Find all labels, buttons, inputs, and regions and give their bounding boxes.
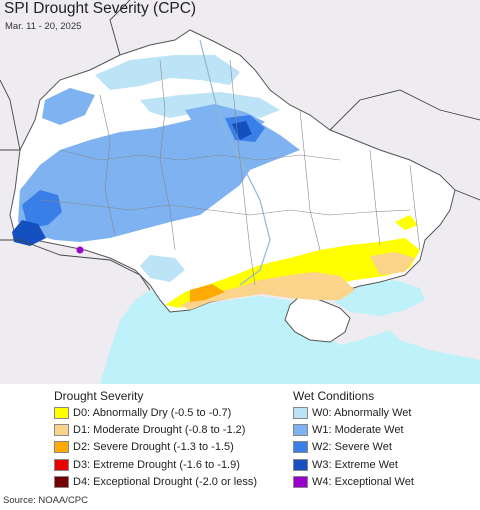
oblast-borders [39, 59, 421, 286]
legend-drought: Drought Severity D0: Abnormally Dry (-0.… [54, 388, 257, 490]
national-borders [0, 0, 480, 291]
legend-item-d4: D4: Exceptional Drought (-2.0 or less) [54, 473, 257, 490]
legend-label-w2: W2: Severe Wet [312, 441, 392, 454]
swatch-d3 [54, 458, 69, 471]
legend-label-d2: D2: Severe Drought (-1.3 to -1.5) [73, 441, 234, 454]
dry-d1-east [370, 252, 415, 275]
swatch-w0 [293, 406, 308, 419]
dry-d2-south [190, 284, 225, 302]
legend-label-w0: W0: Abnormally Wet [312, 406, 412, 419]
legend-wet-heading: Wet Conditions [293, 389, 375, 403]
swatch-d0 [54, 406, 69, 419]
dry-d1-south [180, 272, 355, 310]
swatch-d2 [54, 441, 69, 454]
legend-item-w1: W1: Moderate Wet [293, 421, 414, 438]
legend-item-d0: D0: Abnormally Dry (-0.5 to -0.7) [54, 404, 257, 421]
wet-w3-west [12, 220, 46, 246]
wet-w4-spot [76, 246, 84, 254]
map-date-range: Mar. 11 - 20, 2025 [5, 21, 82, 32]
legend-label-w4: W4: Exceptional Wet [312, 475, 414, 488]
wet-w0-south [140, 255, 185, 282]
wet-w1-west [18, 115, 300, 242]
legend-label-d3: D3: Extreme Drought (-1.6 to -1.9) [73, 458, 240, 471]
legend: Drought Severity D0: Abnormally Dry (-0.… [0, 384, 480, 492]
swatch-w2 [293, 441, 308, 454]
source-credit: Source: NOAA/CPC [0, 492, 480, 510]
legend-item-d2: D2: Severe Drought (-1.3 to -1.5) [54, 439, 257, 456]
legend-label-w1: W1: Moderate Wet [312, 423, 404, 436]
legend-item-w2: W2: Severe Wet [293, 439, 414, 456]
wet-w2-west [22, 190, 62, 228]
swatch-w3 [293, 458, 308, 471]
legend-item-w4: W4: Exceptional Wet [293, 473, 414, 490]
wet-w0-north [95, 55, 240, 90]
legend-item-w3: W3: Extreme Wet [293, 456, 414, 473]
swatch-d1 [54, 423, 69, 436]
legend-wet: Wet Conditions W0: Abnormally Wet W1: Mo… [293, 388, 414, 490]
legend-label-d4: D4: Exceptional Drought (-2.0 or less) [73, 475, 258, 488]
dry-d0-east [395, 215, 418, 230]
legend-label-d1: D1: Moderate Drought (-0.8 to -1.2) [73, 423, 246, 436]
legend-label-w3: W3: Extreme Wet [312, 458, 398, 471]
inland-river [199, 39, 271, 286]
swatch-w1 [293, 423, 308, 436]
legend-item-d1: D1: Moderate Drought (-0.8 to -1.2) [54, 421, 257, 438]
wet-w3-northeast [232, 121, 252, 140]
legend-item-w0: W0: Abnormally Wet [293, 404, 414, 421]
black-sea [100, 290, 480, 384]
map-title: SPI Drought Severity (CPC) [4, 0, 197, 17]
wet-w1-northwest [42, 88, 95, 125]
drought-map [0, 0, 480, 384]
legend-label-d0: D0: Abnormally Dry (-0.5 to -0.7) [73, 406, 232, 419]
legend-item-d3: D3: Extreme Drought (-1.6 to -1.9) [54, 456, 257, 473]
swatch-d4 [54, 475, 69, 488]
legend-drought-heading: Drought Severity [54, 389, 144, 403]
swatch-w4 [293, 475, 308, 488]
